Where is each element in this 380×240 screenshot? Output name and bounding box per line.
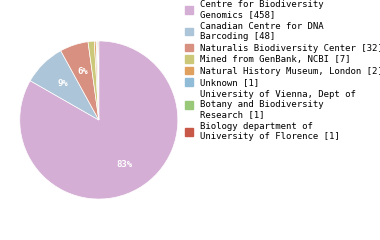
Text: 83%: 83% [117, 160, 133, 169]
Text: 9%: 9% [57, 79, 68, 88]
Wedge shape [97, 41, 99, 120]
Wedge shape [98, 41, 99, 120]
Legend: Centre for Biodiversity
Genomics [458], Canadian Centre for DNA
Barcoding [48], : Centre for Biodiversity Genomics [458], … [185, 0, 380, 141]
Wedge shape [61, 42, 99, 120]
Wedge shape [88, 41, 99, 120]
Wedge shape [96, 41, 99, 120]
Wedge shape [20, 41, 178, 199]
Wedge shape [30, 51, 99, 120]
Text: 6%: 6% [77, 67, 88, 76]
Wedge shape [94, 41, 99, 120]
